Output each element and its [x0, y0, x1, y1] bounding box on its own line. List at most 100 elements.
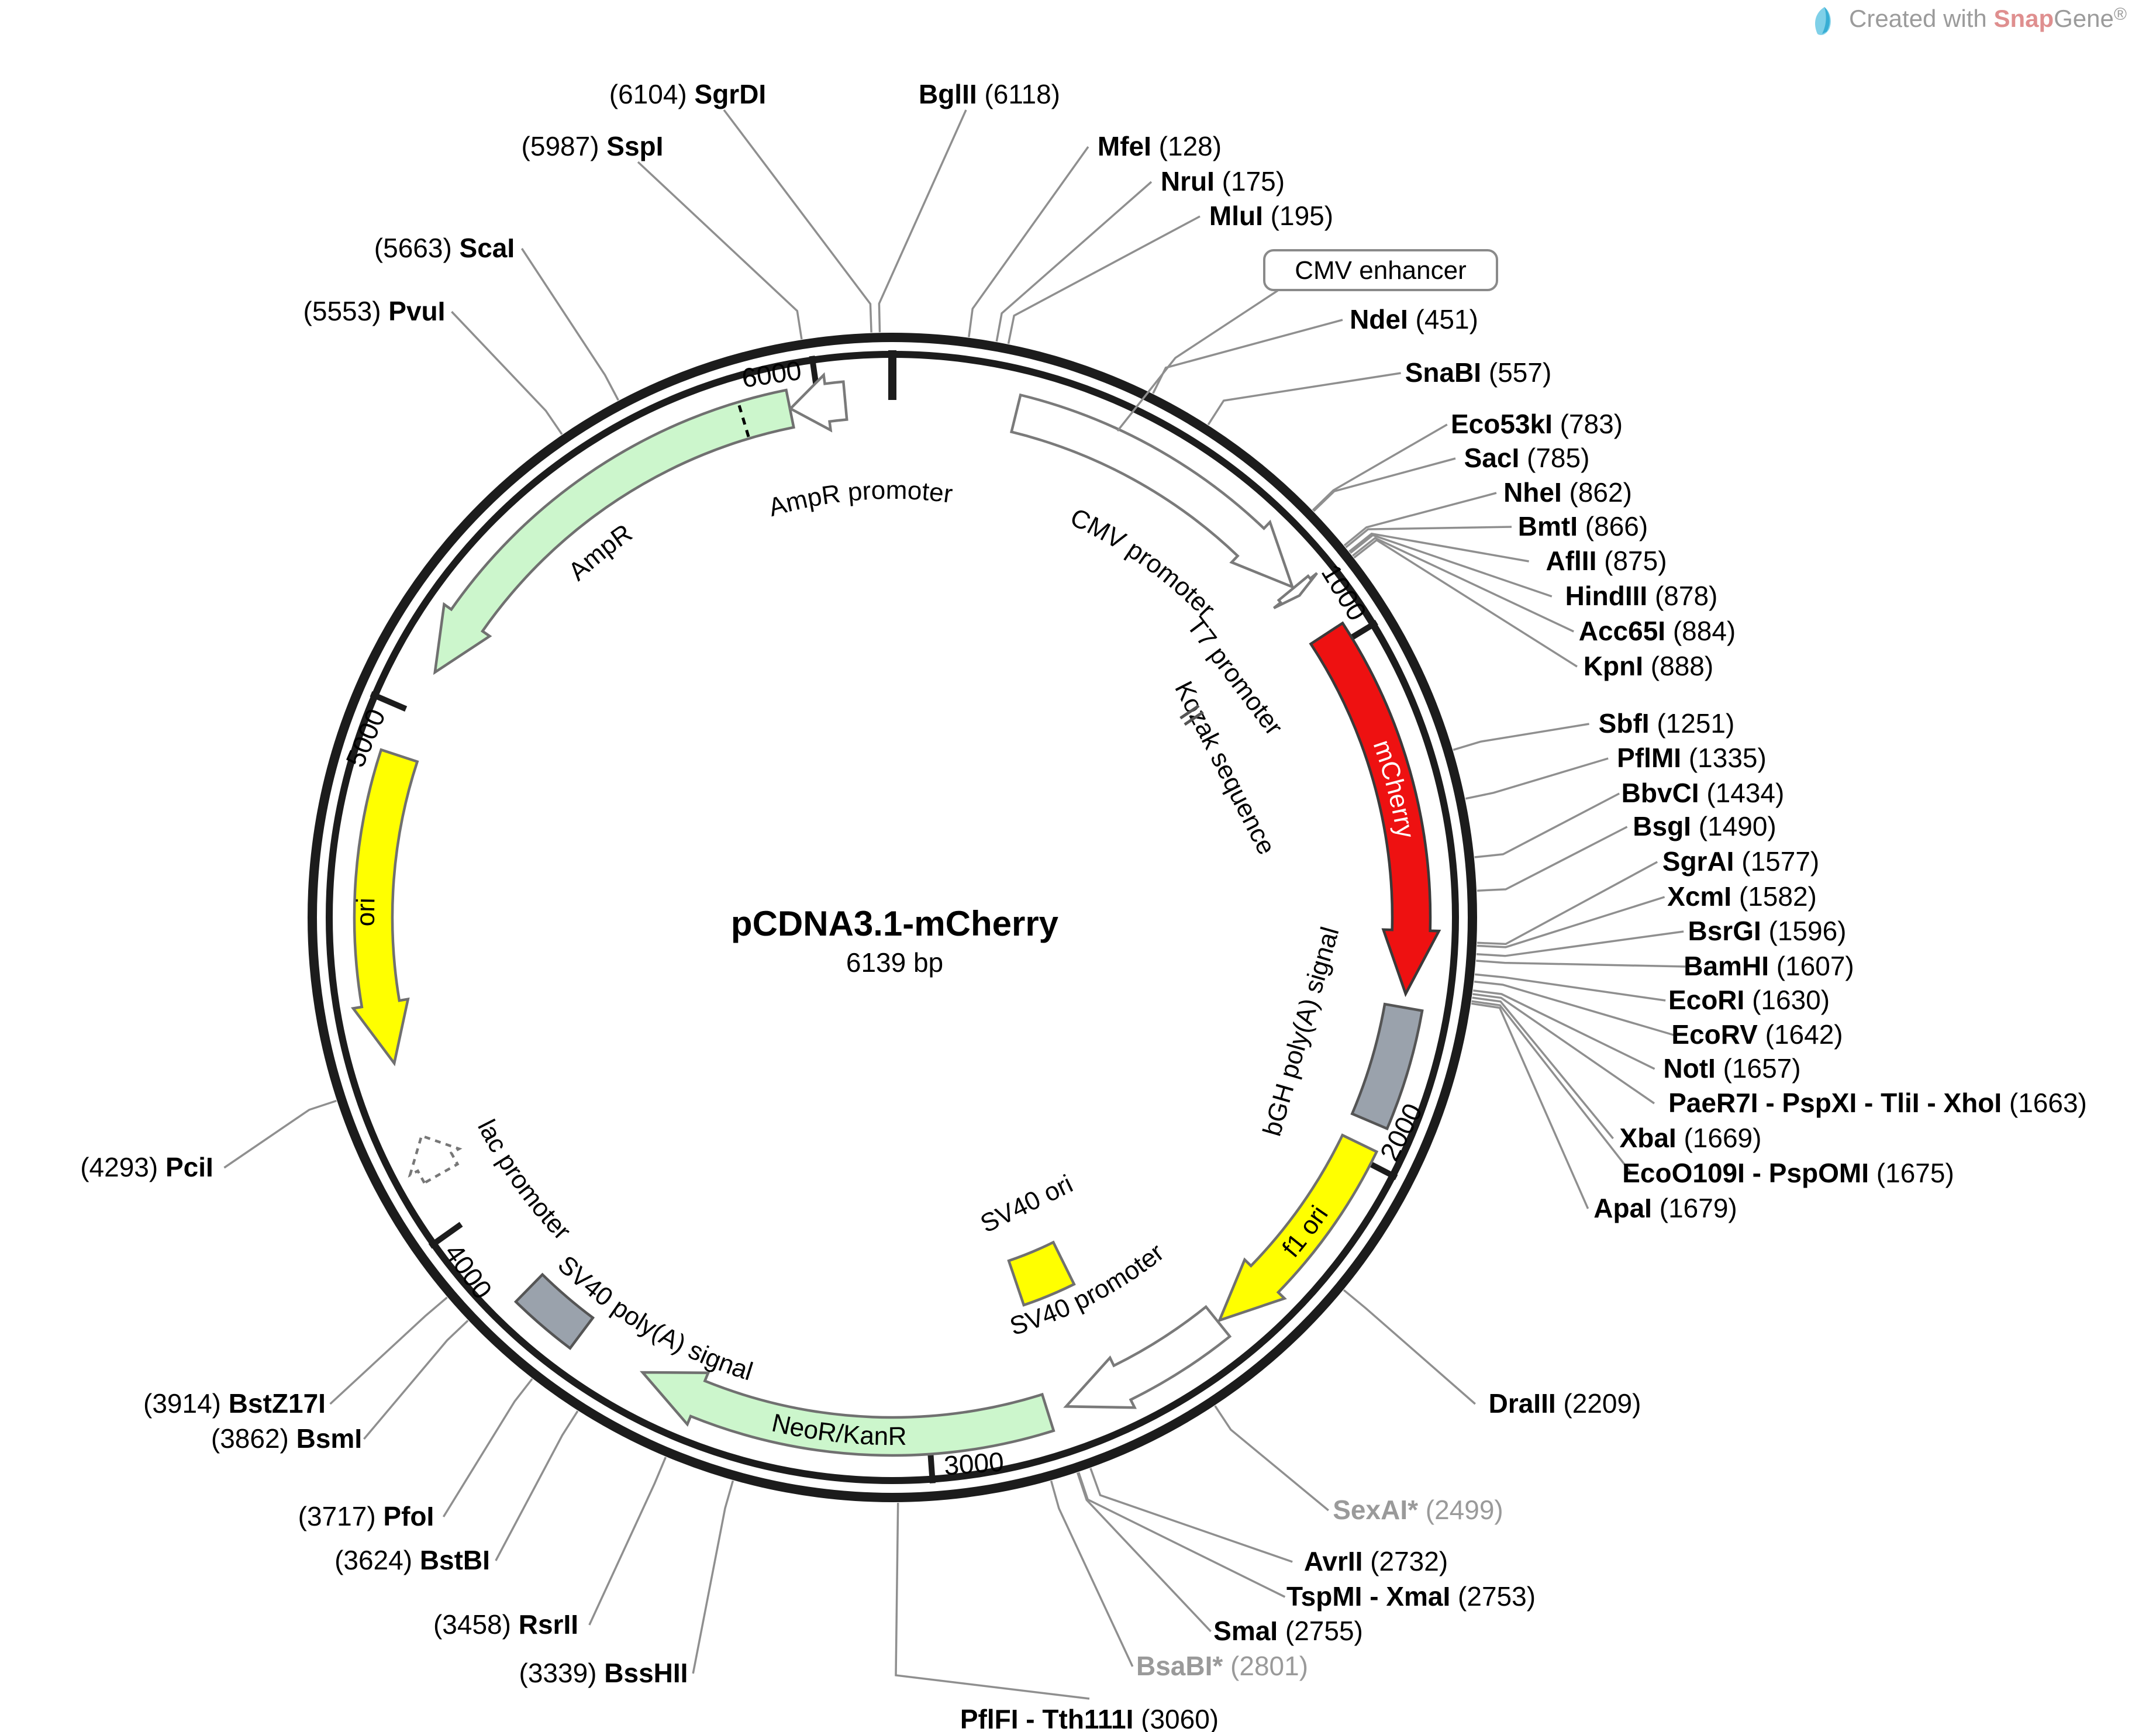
site-leader-BglII [878, 109, 967, 333]
site-label-SexAI: SexAI* (2499) [1333, 1495, 1503, 1525]
snapgene-feather-icon [1815, 7, 1831, 35]
site-leader-NdeI [1152, 319, 1343, 394]
site-leader-PflFITth111I [895, 1502, 1090, 1700]
site-leader-BsaBI [1050, 1480, 1134, 1667]
site-label-BbvCI: BbvCI (1434) [1622, 778, 1785, 808]
site-leader-XbaI [1472, 996, 1614, 1140]
watermark-text: Created with SnapGene® [1849, 5, 2127, 32]
site-label-SgrDI: (6104) SgrDI [609, 79, 766, 109]
site-label-BglII: BglII (6118) [919, 79, 1060, 109]
site-leader-PciI [223, 1099, 337, 1169]
plasmid-size-label: 6139 bp [846, 947, 943, 978]
tick-5000 [370, 691, 408, 712]
site-label-DraIII: DraIII (2209) [1489, 1388, 1641, 1419]
site-label-EcoO109IPspOMI: EcoO109I - PspOMI (1675) [1622, 1158, 1954, 1188]
site-label-PaeR7IPspXITliIXhoI: PaeR7I - PspXI - TliI - XhoI (1663) [1668, 1088, 2087, 1118]
site-leader-PvuI [451, 310, 563, 435]
site-leader-PflMI [1465, 757, 1609, 800]
site-leader-SspI [637, 161, 803, 340]
site-leader-BsgI [1477, 826, 1628, 892]
site-label-SnaBI: SnaBI (557) [1405, 357, 1552, 388]
site-label-BmtI: BmtI (866) [1518, 511, 1648, 541]
feature-cmv-promoter-arrow [1009, 393, 1295, 589]
site-leader-SnaBI [1207, 372, 1401, 426]
site-label-SspI: (5987) SspI [522, 131, 664, 161]
site-label-AflII: AflII (875) [1546, 546, 1667, 576]
site-label-BsaBI: BsaBI* (2801) [1136, 1651, 1308, 1681]
cmv-enhancer-text: CMV enhancer [1295, 256, 1466, 285]
site-leader-SacI [1313, 457, 1456, 512]
ori-label: ori [351, 898, 381, 927]
site-label-BsrGI: BsrGI (1596) [1688, 916, 1846, 946]
ampr-promoter-label: AmpR promoter [765, 476, 954, 522]
site-leader-ScaI [520, 248, 619, 401]
site-leader-DraIII [1343, 1289, 1476, 1405]
feature-ori [350, 748, 419, 1067]
site-label-AvrII: AvrII (2732) [1304, 1546, 1448, 1576]
site-label-MfeI: MfeI (128) [1098, 131, 1222, 161]
cmv-enhancer-leader [1116, 289, 1278, 432]
site-leader-BstZ17I [329, 1296, 448, 1405]
site-label-NruI: NruI (175) [1161, 166, 1285, 196]
cmv-enhancer-box [1263, 249, 1498, 291]
feature-lac-promoter-arrow [408, 1134, 463, 1185]
site-label-BstZ17I: (3914) BstZ17I [143, 1388, 326, 1419]
site-label-XbaI: XbaI (1669) [1620, 1123, 1762, 1153]
site-label-Acc65I: Acc65I (884) [1579, 616, 1736, 646]
feature-sv40-promoter-arrow [1063, 1305, 1232, 1409]
site-label-RsrII: (3458) RsrII [433, 1609, 578, 1640]
site-leader-BbvCI [1474, 792, 1620, 858]
site-leader-ApaI [1471, 1002, 1589, 1209]
site-leader-XcmI [1477, 896, 1665, 948]
feature-bgh-poly-a-signal-box [1350, 1002, 1424, 1131]
site-leader-SmaI [1077, 1472, 1212, 1633]
site-label-SacI: SacI (785) [1464, 443, 1590, 473]
site-label-BstBI: (3624) BstBI [334, 1545, 490, 1575]
site-leader-BssHII [692, 1480, 734, 1674]
site-label-XcmI: XcmI (1582) [1667, 881, 1817, 912]
site-leader-BstBI [495, 1410, 579, 1561]
site-leader-EcoO109IPspOMI [1471, 1000, 1633, 1175]
lac-promoter-label: lac promoter [472, 1115, 576, 1245]
site-label-PflFITth111I: PflFI - Tth111I (3060) [960, 1704, 1219, 1732]
site-label-NotI: NotI (1657) [1663, 1053, 1800, 1084]
site-leader-SbfI [1453, 723, 1589, 751]
site-label-BamHI: BamHI (1607) [1684, 951, 1854, 981]
site-leader-PfoI [442, 1378, 533, 1517]
site-leader-TspMIXmaI [1077, 1472, 1286, 1598]
ampr-signal-boundary [737, 403, 750, 437]
feature-ampr-promoter-arrow [788, 372, 848, 433]
site-label-MluI: MluI (195) [1209, 201, 1333, 231]
site-label-PciI: (4293) PciI [80, 1152, 213, 1182]
site-leader-SexAI [1214, 1405, 1329, 1512]
site-leader-NheI [1343, 492, 1497, 547]
site-label-BsgI: BsgI (1490) [1633, 811, 1776, 841]
site-leader-Eco53kI [1312, 423, 1448, 511]
site-leader-BamHI [1476, 960, 1686, 968]
site-leader-Acc65I [1352, 537, 1574, 633]
site-label-EcoRV: EcoRV (1642) [1671, 1019, 1843, 1050]
site-label-Eco53kI: Eco53kI (783) [1451, 409, 1623, 439]
site-label-NheI: NheI (862) [1503, 477, 1632, 508]
site-label-PflMI: PflMI (1335) [1617, 743, 1767, 773]
site-label-PfoI: (3717) PfoI [298, 1501, 434, 1531]
site-label-BsmI: (3862) BsmI [211, 1423, 362, 1454]
feature-t7-promoter-arrow [1272, 572, 1318, 609]
feature-sv40-poly-a-signal-box [513, 1272, 595, 1350]
plasmid-title-group: pCDNA3.1-mCherry 6139 bp [731, 904, 1059, 978]
site-leader-BsmI [363, 1320, 469, 1440]
feature-neor-kanr [639, 1371, 1055, 1457]
site-leader-MfeI [968, 146, 1089, 337]
site-label-ApaI: ApaI (1679) [1593, 1193, 1737, 1223]
site-leader-NotI [1472, 989, 1655, 1070]
bgh-polya-label: bGH poly(A) signal [1258, 924, 1345, 1139]
feature-mcherry [1309, 621, 1441, 998]
site-label-KpnI: KpnI (888) [1584, 651, 1713, 681]
site-label-BssHII: (3339) BssHII [519, 1658, 688, 1688]
site-leader-SgrDI [723, 109, 872, 333]
site-label-NdeI: NdeI (451) [1350, 304, 1478, 334]
site-leader-SgrAI [1477, 861, 1658, 946]
sv40-ori-label: SV40 ori [976, 1169, 1077, 1238]
site-leader-MluI [1007, 215, 1201, 344]
